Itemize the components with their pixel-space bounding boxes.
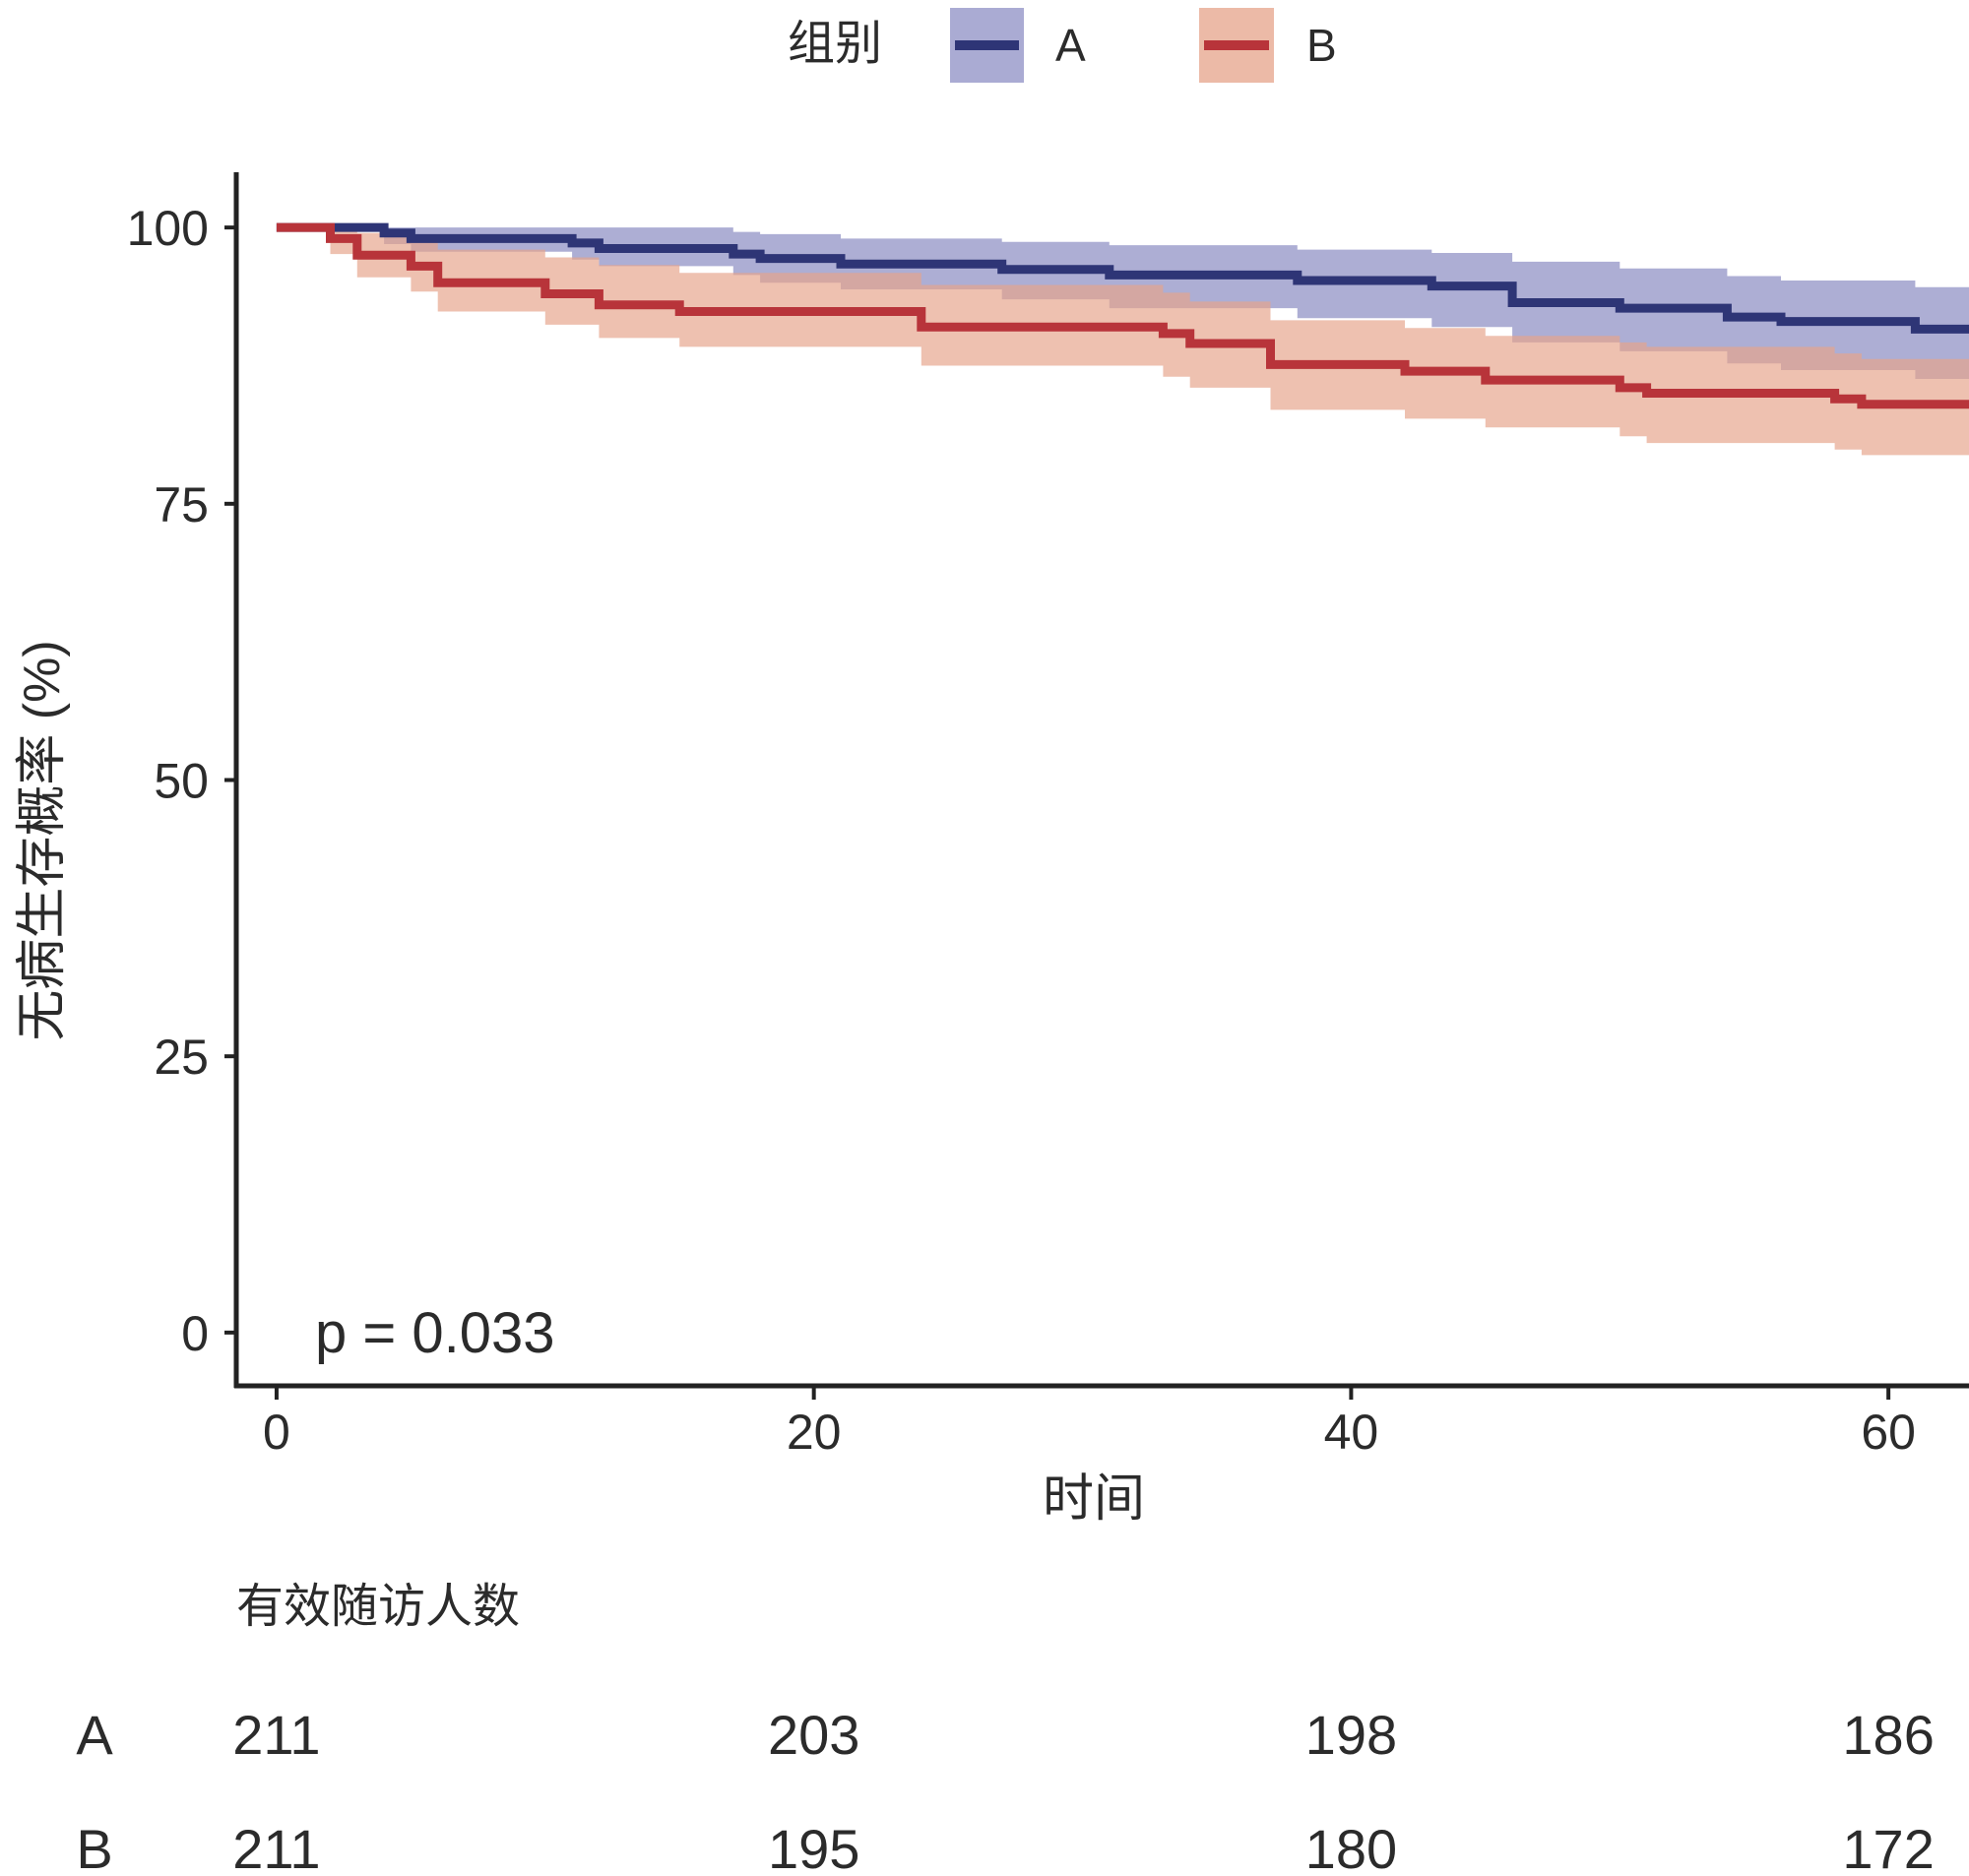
- x-tick-label: 60: [1861, 1405, 1916, 1460]
- risk-count: 186: [1842, 1704, 1934, 1766]
- plot-area: 0 25 50 75 100 0 20 40 60 p = 0.033: [127, 172, 1969, 1460]
- risk-row-a: A 211 203 198 186: [76, 1704, 1935, 1766]
- survival-curves: [276, 222, 1969, 409]
- x-tick-label: 0: [263, 1405, 290, 1460]
- legend-label-b: B: [1306, 20, 1337, 71]
- survival-curve-b: [276, 222, 1969, 409]
- risk-row-b: B 211 195 180 172: [76, 1818, 1935, 1876]
- risk-count: 211: [232, 1704, 320, 1766]
- y-tick-label: 25: [154, 1030, 209, 1085]
- legend-title: 组别: [788, 18, 882, 70]
- p-value-annotation: p = 0.033: [315, 1301, 555, 1365]
- y-tick-label: 50: [154, 754, 209, 809]
- risk-table-rows: A 211 203 198 186 B 211 195 180 172: [76, 1704, 1935, 1876]
- x-ticks: 0 20 40 60: [263, 1386, 1916, 1460]
- x-tick-label: 40: [1324, 1405, 1379, 1460]
- risk-count: 203: [768, 1704, 859, 1766]
- y-tick-label: 100: [127, 201, 209, 256]
- risk-count: 195: [768, 1818, 859, 1876]
- confidence-band-b: [276, 227, 1969, 456]
- risk-table-title: 有效随访人数: [236, 1581, 520, 1633]
- y-axis-title: 无病生存概率 (%): [14, 640, 71, 1040]
- confidence-bands: [276, 227, 1969, 456]
- risk-count: 172: [1842, 1818, 1934, 1876]
- risk-row-label: B: [76, 1818, 112, 1876]
- risk-count: 211: [232, 1818, 320, 1876]
- y-tick-label: 0: [181, 1306, 209, 1361]
- x-axis-title: 时间: [1043, 1470, 1145, 1528]
- y-ticks: 0 25 50 75 100: [127, 201, 236, 1361]
- risk-count: 180: [1305, 1818, 1397, 1876]
- survival-curve-a: [276, 222, 1969, 334]
- legend-label-a: A: [1055, 20, 1086, 71]
- risk-table: 有效随访人数 A 211 203 198 186 B 211 195 180 172: [76, 1581, 1935, 1876]
- y-tick-label: 75: [154, 477, 209, 532]
- legend: 组别 A B: [788, 8, 1337, 83]
- x-tick-label: 20: [787, 1405, 842, 1460]
- risk-row-label: A: [76, 1704, 113, 1766]
- risk-count: 198: [1305, 1704, 1397, 1766]
